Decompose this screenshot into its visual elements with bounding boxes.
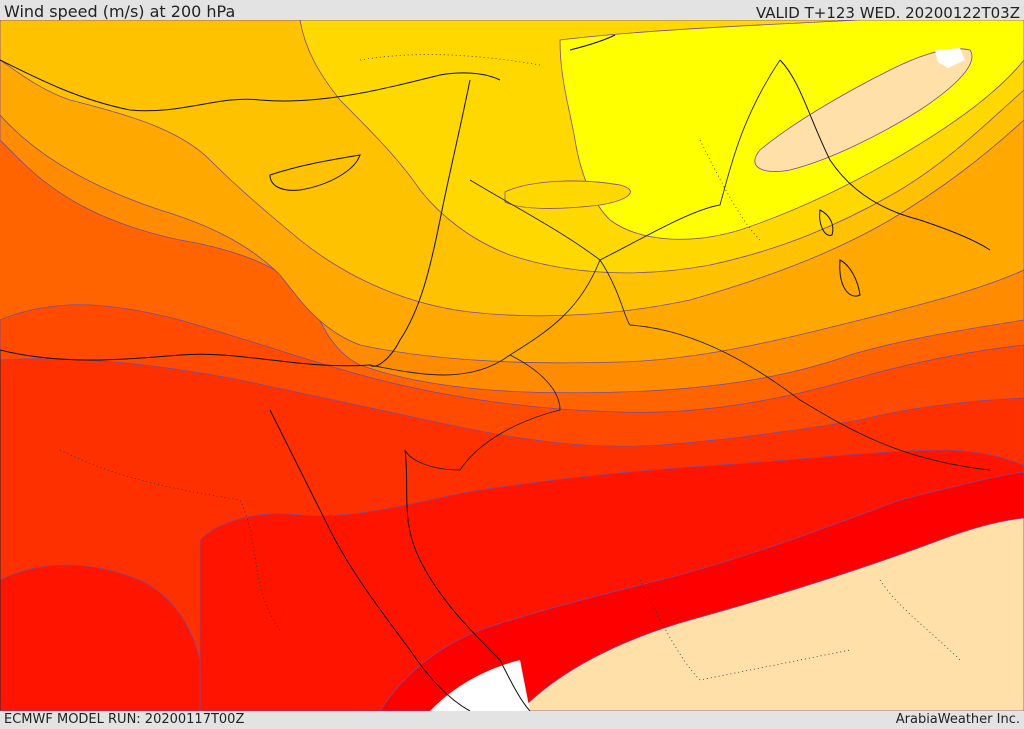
- coastline-turkey: [0, 59, 501, 112]
- valid-time: VALID T+123 WED. 20200122T03Z: [755, 4, 1020, 22]
- band-red-west: [0, 564, 201, 711]
- coastline-caspian-south: [569, 34, 616, 51]
- coastlines: [0, 34, 991, 711]
- header-bar: Wind speed (m/s) at 200 hPa VALID T+123 …: [0, 0, 1024, 22]
- border-jordan: [404, 354, 561, 471]
- band-lightest-north: [754, 48, 973, 172]
- no-data-area-north: [935, 48, 965, 68]
- footer-bar: ECMWF MODEL RUN: 20200117T00Z ArabiaWeat…: [0, 711, 1024, 729]
- credit: ArabiaWeather Inc.: [895, 712, 1020, 727]
- wind-speed-map: [0, 20, 1024, 711]
- band-yellow-orange-patch: [504, 180, 631, 209]
- coastline-red-sea-east: [404, 449, 531, 711]
- admin-lines: [59, 54, 961, 681]
- band-lightest-south: [519, 517, 1024, 711]
- coastline-qatar: [819, 209, 834, 236]
- admin-line-iran: [699, 139, 761, 241]
- coastline-red-sea-west: [269, 409, 471, 711]
- country-borders: [0, 59, 991, 711]
- border-saudi-north: [369, 259, 991, 471]
- coastline-cyprus: [269, 154, 361, 191]
- coastline-gulf: [779, 59, 991, 251]
- map-title: Wind speed (m/s) at 200 hPa: [4, 2, 236, 21]
- border-iraq: [469, 59, 781, 261]
- admin-line-arabia-east: [879, 579, 961, 661]
- model-run: ECMWF MODEL RUN: 20200117T00Z: [4, 712, 245, 727]
- no-data-area: [430, 660, 530, 711]
- coastline-levant: [369, 79, 471, 367]
- coastline-bahrain: [839, 259, 861, 297]
- coastline-egypt-north: [0, 349, 371, 367]
